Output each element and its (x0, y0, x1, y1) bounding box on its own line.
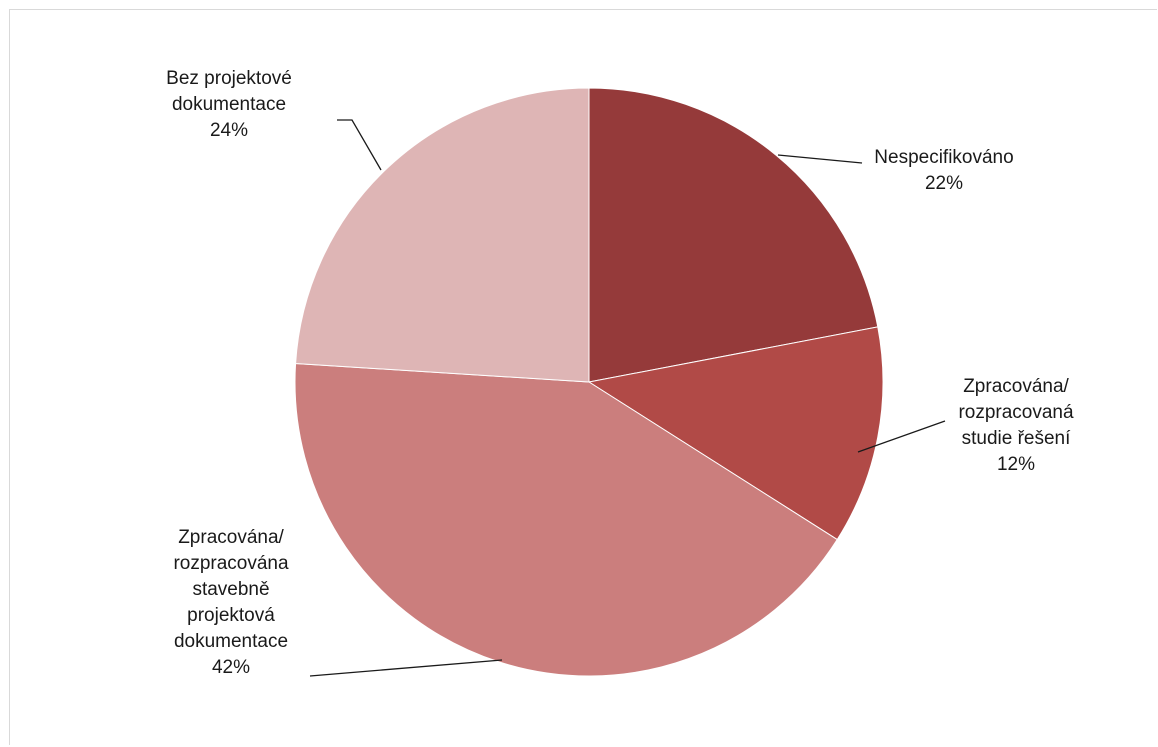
leader-line-4 (337, 119, 382, 171)
pie-slice-1 (588, 87, 879, 383)
leader-line-2 (857, 420, 946, 453)
slice-category-label: Nespecifikováno (874, 147, 1013, 168)
slice-percent-label: 22% (925, 173, 963, 194)
slice-category-label: dokumentace (172, 94, 286, 115)
slice-labels: Nespecifikováno 22% Zpracována/rozpracovan… (166, 68, 1074, 678)
slice-category-label: Zpracována/ (178, 527, 284, 548)
slice-category-label: Zpracována/ (963, 376, 1069, 397)
slice-label-4: Bez projektové dokumentace 24% (166, 68, 292, 141)
chart-frame (9, 9, 1157, 745)
slice-percent-label: 42% (212, 657, 250, 678)
slice-label-2: Zpracována/rozpracovaná studie řešení 12% (958, 376, 1074, 475)
leader-line-1 (777, 154, 863, 164)
slice-category-label: Bez projektové (166, 68, 292, 89)
slice-label-3: Zpracována/rozpracována stavebně projektov… (173, 527, 289, 678)
leader-lines (309, 119, 946, 677)
slice-percent-label: 12% (997, 454, 1035, 475)
leader-line-3 (309, 659, 503, 677)
slice-category-label: rozpracována (173, 553, 289, 574)
slice-category-label: projektová (187, 605, 275, 626)
slice-category-label: dokumentace (174, 631, 288, 652)
slice-label-1: Nespecifikováno 22% (874, 147, 1013, 194)
slice-category-label: studie řešení (962, 428, 1072, 449)
pie-slice-3 (294, 363, 838, 677)
pie-slice-4 (295, 87, 590, 383)
pie-slices (294, 87, 884, 677)
pie-slice-2 (587, 326, 884, 541)
slice-percent-label: 24% (210, 120, 248, 141)
slice-category-label: rozpracovaná (958, 402, 1074, 423)
slice-category-label: stavebně (192, 579, 269, 600)
